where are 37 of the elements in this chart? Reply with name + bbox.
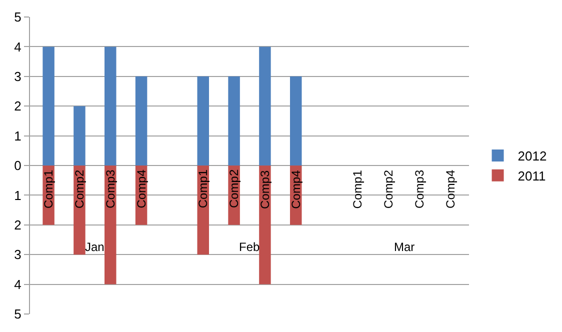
bar xyxy=(259,46,271,166)
bar xyxy=(135,76,148,166)
bar xyxy=(290,76,302,166)
bar xyxy=(259,166,271,284)
x-tick-label: Comp2 xyxy=(382,170,396,209)
x-tick-label: Comp3 xyxy=(258,170,272,209)
y-tick-label: 2 xyxy=(14,98,22,114)
y-tick-label: 1 xyxy=(14,188,22,203)
x-tick-label: Comp1 xyxy=(42,170,56,209)
y-tick-label: 3 xyxy=(14,68,22,84)
x-tick-label: Comp4 xyxy=(288,170,303,209)
annotation: Mar xyxy=(394,240,415,254)
x-tick-label: Comp2 xyxy=(72,169,86,208)
y-tick-label: 5 xyxy=(14,306,22,322)
bar xyxy=(74,106,86,166)
y-tick-label: 3 xyxy=(14,247,22,262)
x-tick-label: Comp2 xyxy=(227,169,242,208)
bar xyxy=(104,166,116,284)
legend-label: 2011 xyxy=(518,168,546,184)
bar xyxy=(197,76,209,166)
x-tick-label: Comp3 xyxy=(103,169,118,208)
y-tick-label: 2 xyxy=(14,217,22,232)
x-tick-label: Comp4 xyxy=(134,169,148,208)
y-tick-label: 5 xyxy=(14,10,22,25)
y-tick-label: 4 xyxy=(14,39,22,54)
y-tick-label: 1 xyxy=(14,128,22,144)
annotation: Jan xyxy=(85,240,104,254)
bar xyxy=(42,46,54,166)
legend-label: 2012 xyxy=(518,148,547,164)
bar xyxy=(228,76,240,166)
x-tick-label: Comp1 xyxy=(350,170,365,209)
x-tick-label: Comp3 xyxy=(412,170,427,209)
y-tick-label: 0 xyxy=(14,158,22,174)
y-tick-label: 4 xyxy=(14,276,22,292)
x-tick-label: Comp4 xyxy=(443,169,458,208)
bar xyxy=(104,46,116,166)
x-tick-label: Comp1 xyxy=(196,169,210,208)
